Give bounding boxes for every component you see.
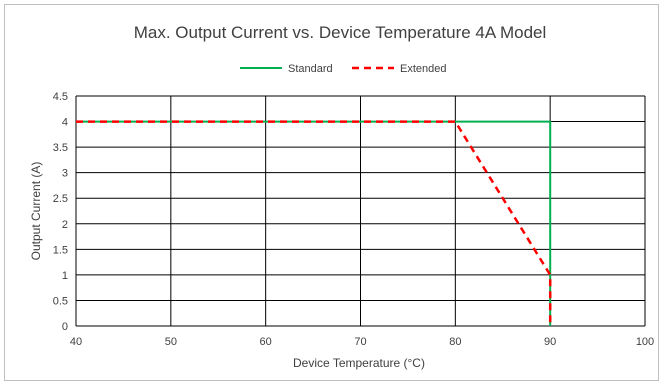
grid (75, 95, 646, 327)
y-tick-label: 0.5 (53, 295, 68, 307)
x-tick-label: 80 (449, 336, 461, 348)
x-tick-label: 70 (354, 336, 366, 348)
x-tick-label: 50 (165, 336, 177, 348)
tick-labels: 0 0.5 1 1.5 2 2.5 3 3.5 4 4.5 40 50 60 70 80 90 100 (53, 91, 654, 348)
x-axis-label: Device Temperature (°C) (293, 356, 425, 370)
legend: Standard Extended (240, 63, 446, 75)
y-tick-label: 1 (62, 270, 68, 282)
series-line-extended (76, 120, 552, 326)
y-tick-label: 0 (62, 321, 68, 333)
x-tick-label: 100 (636, 336, 654, 348)
legend-label-standard: Standard (288, 63, 333, 75)
y-tick-label: 3 (62, 168, 68, 180)
x-tick-label: 40 (70, 336, 82, 348)
x-tick-label: 90 (544, 336, 556, 348)
y-tick-label: 4 (62, 117, 68, 129)
x-tick-label: 60 (260, 336, 272, 348)
y-tick-label: 2.5 (53, 193, 68, 205)
legend-label-extended: Extended (400, 63, 446, 75)
y-tick-label: 3.5 (53, 142, 68, 154)
y-axis-label: Output Current (A) (29, 162, 43, 261)
y-tick-label: 1.5 (53, 244, 68, 256)
y-tick-label: 4.5 (53, 91, 68, 103)
y-tick-label: 2 (62, 219, 68, 231)
chart-title: Max. Output Current vs. Device Temperatu… (134, 23, 547, 42)
series-lines (76, 120, 552, 326)
